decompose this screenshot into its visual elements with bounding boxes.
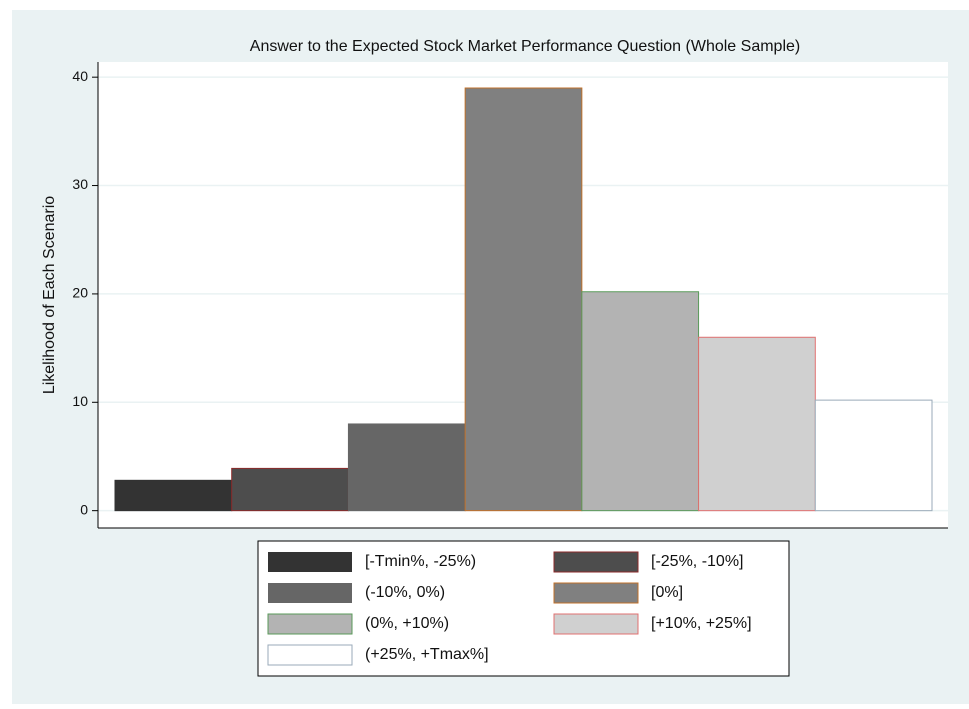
bar xyxy=(347,423,466,512)
legend-label: [0%] xyxy=(651,584,683,601)
y-tick-label: 0 xyxy=(80,501,88,517)
chart-title: Answer to the Expected Stock Market Perf… xyxy=(250,38,800,55)
legend-swatch xyxy=(268,583,352,603)
legend-swatch xyxy=(553,582,639,604)
y-tick-label: 20 xyxy=(72,285,88,301)
bar xyxy=(464,87,583,512)
legend-label: [+10%, +25%] xyxy=(651,615,752,632)
bar xyxy=(814,399,933,512)
legend-swatch xyxy=(267,613,353,635)
legend-swatch xyxy=(267,644,353,666)
legend-label: (-10%, 0%) xyxy=(365,584,445,601)
legend-label: (+25%, +Tmax%] xyxy=(365,646,489,663)
legend-label: [-25%, -10%] xyxy=(651,553,743,570)
bar xyxy=(698,336,816,512)
legend-swatch xyxy=(553,613,639,635)
legend-swatch xyxy=(553,551,639,573)
y-tick-label: 40 xyxy=(72,68,88,84)
y-tick-label: 30 xyxy=(72,176,88,192)
y-axis-label: Likelihood of Each Scenario xyxy=(41,196,58,394)
bar xyxy=(581,291,700,512)
bar xyxy=(114,479,233,512)
y-tick-label: 10 xyxy=(72,393,88,409)
legend-label: [-Tmin%, -25%) xyxy=(365,553,476,570)
legend-swatch xyxy=(268,552,352,572)
legend-label: (0%, +10%) xyxy=(365,615,449,632)
bar xyxy=(231,467,349,512)
